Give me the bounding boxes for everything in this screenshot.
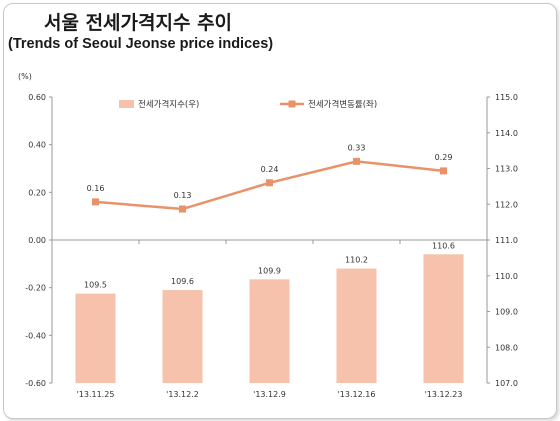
left-axis-unit: (%) bbox=[18, 72, 32, 81]
right-axis-tick-label: 111.0 bbox=[495, 236, 518, 245]
left-axis-tick-label: 0.40 bbox=[28, 141, 46, 150]
bar-value-label: 109.9 bbox=[258, 266, 281, 275]
bar bbox=[162, 290, 203, 383]
line-value-label: 0.24 bbox=[261, 165, 279, 174]
x-axis-tick-label: '13.12.23 bbox=[425, 390, 463, 399]
bar-value-label: 109.5 bbox=[84, 281, 107, 290]
x-axis-tick-label: '13.12.16 bbox=[338, 390, 376, 399]
line-layer bbox=[92, 157, 447, 213]
line-value-label: 0.29 bbox=[435, 153, 453, 162]
right-axis-tick-label: 107.0 bbox=[495, 379, 518, 388]
bar bbox=[249, 279, 290, 383]
line-value-label: 0.16 bbox=[87, 184, 105, 193]
left-axis-tick-label: 0.20 bbox=[28, 188, 46, 197]
right-axis-tick-label: 113.0 bbox=[495, 165, 518, 174]
line-value-label: 0.13 bbox=[174, 191, 192, 200]
line-point bbox=[440, 167, 447, 175]
bar-value-label: 109.6 bbox=[171, 277, 194, 286]
bars-layer bbox=[75, 254, 464, 383]
chart-title: 서울 전세가격지수 추이 bbox=[44, 12, 233, 34]
bar-value-label: 110.6 bbox=[432, 241, 455, 250]
labels-layer: 109.5 109.6 109.9 110.2 110.6 0.16 0.13 0.24 0.3… bbox=[84, 143, 455, 289]
legend-swatch-bar bbox=[119, 100, 134, 108]
legend-label-bar: 전세가격지수(우) bbox=[138, 99, 199, 110]
line-point bbox=[266, 179, 273, 187]
line-value-label: 0.33 bbox=[348, 143, 366, 152]
x-axis-tick-label: '13.12.2 bbox=[166, 390, 199, 399]
right-axis-tick-label: 110.0 bbox=[495, 272, 518, 281]
right-axis-tick-label: 114.0 bbox=[495, 129, 518, 138]
line-point bbox=[92, 198, 99, 206]
bar bbox=[75, 293, 116, 383]
right-axis-tick-label: 109.0 bbox=[495, 308, 518, 317]
chart-subtitle: (Trends of Seoul Jeonse price indices) bbox=[8, 36, 274, 52]
bar bbox=[336, 268, 377, 383]
right-axis-tick-label: 115.0 bbox=[495, 93, 518, 102]
right-axis-tick-label: 112.0 bbox=[495, 200, 518, 209]
legend-layer: 전세가격지수(우) 전세가격변동률(좌) bbox=[119, 99, 377, 110]
line-point bbox=[353, 157, 360, 165]
legend-label-line: 전세가격변동률(좌) bbox=[308, 99, 377, 110]
legend-swatch-line-marker bbox=[288, 100, 296, 108]
left-axis-tick-label: -0.40 bbox=[25, 331, 46, 340]
x-axis-tick-label: '13.12.9 bbox=[253, 390, 286, 399]
line-point bbox=[179, 205, 186, 213]
left-axis-tick-label: 0.60 bbox=[28, 93, 46, 102]
left-axis-tick-label: -0.20 bbox=[25, 284, 46, 293]
left-axis-tick-label: 0.00 bbox=[28, 236, 46, 245]
bar-value-label: 110.2 bbox=[345, 256, 368, 265]
bar bbox=[423, 254, 464, 383]
axes-layer: 0.60 0.40 0.20 0.00 -0.20 -0.40 -0.60 115.0 114.… bbox=[18, 72, 518, 399]
right-axis-tick-label: 108.0 bbox=[495, 343, 518, 352]
left-axis-tick-label: -0.60 bbox=[25, 379, 46, 388]
x-axis-tick-label: '13.11.25 bbox=[77, 390, 115, 399]
